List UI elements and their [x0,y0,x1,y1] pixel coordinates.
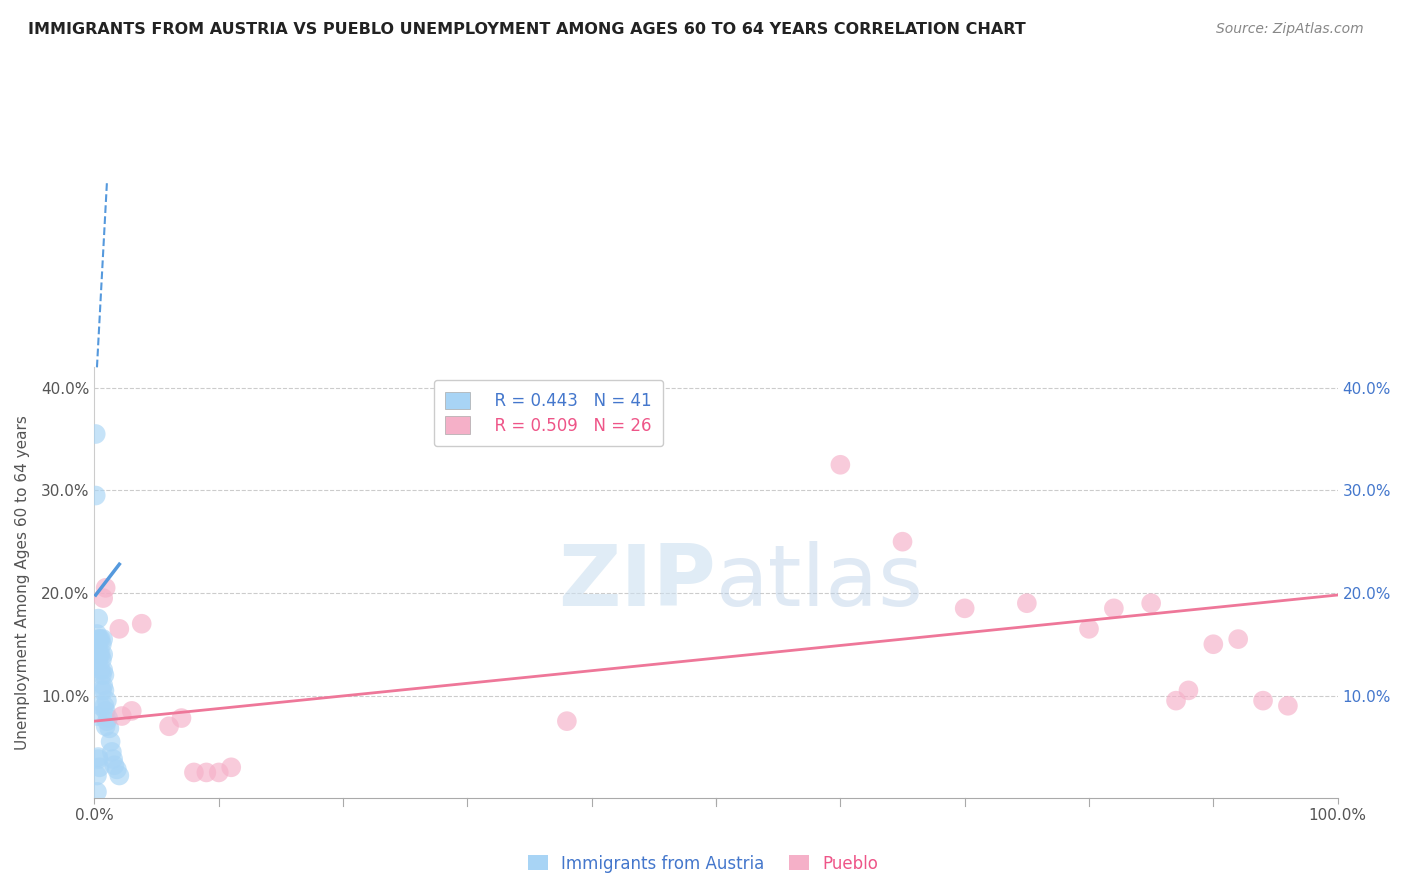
Point [91,648,114,662]
Point [90,668,112,682]
Point [157,719,180,733]
Point [86,627,108,641]
Point [90,663,112,677]
Point [86,785,108,799]
Point [1078,622,1101,636]
Point [1140,596,1163,610]
Point [90,683,112,698]
Point [891,534,914,549]
Point [1015,596,1038,610]
Point [84,489,107,503]
Point [953,601,976,615]
Point [830,458,852,472]
Point [94,704,117,718]
Text: IMMIGRANTS FROM AUSTRIA VS PUEBLO UNEMPLOYMENT AMONG AGES 60 TO 64 YEARS CORRELA: IMMIGRANTS FROM AUSTRIA VS PUEBLO UNEMPL… [28,22,1026,37]
Point [90,637,112,651]
Point [91,632,114,646]
Point [101,752,124,766]
Point [121,704,143,718]
Point [555,714,578,728]
Point [93,683,115,698]
Point [1177,683,1199,698]
Point [195,765,218,780]
Legend:   R = 0.443   N = 41,   R = 0.509   N = 26: R = 0.443 N = 41, R = 0.509 N = 26 [433,380,662,446]
Point [1102,601,1125,615]
Point [90,698,112,713]
Point [86,709,108,723]
Point [98,722,121,736]
Point [219,760,242,774]
Text: ZIP: ZIP [558,541,716,624]
Point [208,765,231,780]
Point [90,652,112,666]
Point [108,768,131,782]
Y-axis label: Unemployment Among Ages 60 to 64 years: Unemployment Among Ages 60 to 64 years [15,416,30,750]
Point [87,750,110,764]
Point [108,622,131,636]
Point [131,616,153,631]
Point [96,693,118,707]
Point [183,765,205,780]
Point [87,632,110,646]
Point [1277,698,1299,713]
Point [94,581,117,595]
Point [96,714,118,728]
Point [91,678,114,692]
Point [91,591,114,605]
Point [1227,632,1250,646]
Point [89,632,111,646]
Point [170,711,193,725]
Point [100,734,122,748]
Point [94,719,117,733]
Text: Source: ZipAtlas.com: Source: ZipAtlas.com [1216,22,1364,37]
Point [97,711,120,725]
Point [89,760,111,774]
Point [103,758,125,772]
Point [87,652,110,666]
Point [93,698,115,713]
Point [90,648,112,662]
Point [87,611,110,625]
Point [91,663,114,677]
Point [90,632,112,646]
Point [1164,693,1187,707]
Point [87,752,110,766]
Point [89,648,111,662]
Point [105,762,128,776]
Point [93,668,115,682]
Point [1202,637,1225,651]
Point [1251,693,1274,707]
Point [101,745,124,759]
Point [84,427,107,442]
Legend: Immigrants from Austria, Pueblo: Immigrants from Austria, Pueblo [522,848,884,880]
Point [111,709,134,723]
Point [86,768,108,782]
Text: atlas: atlas [716,541,924,624]
